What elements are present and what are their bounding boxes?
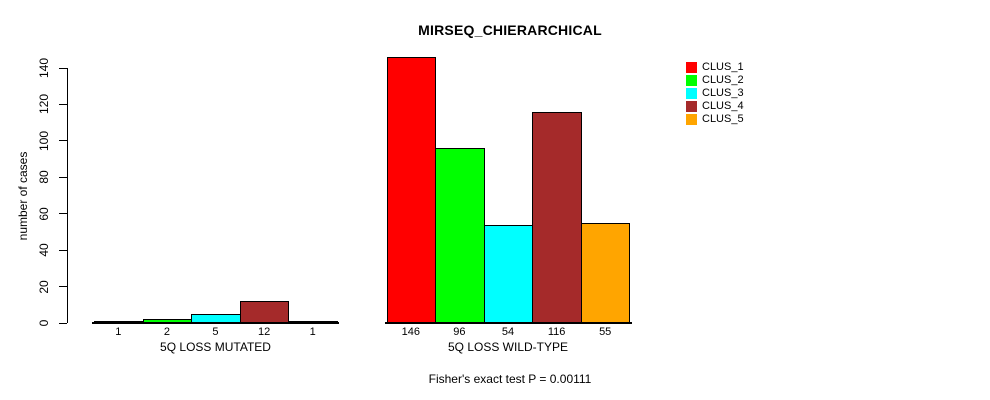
bar-clus-4 [532, 111, 582, 323]
y-tick [59, 249, 67, 251]
legend-swatch-icon [686, 88, 697, 99]
legend-item: CLUS_4 [686, 101, 744, 112]
y-tick-label: 20 [37, 279, 51, 294]
fisher-test-caption: Fisher's exact test P = 0.00111 [428, 372, 592, 386]
group-label: 5Q LOSS MUTATED [160, 340, 271, 354]
y-axis-line [67, 68, 68, 323]
bar-value-label: 1 [115, 326, 122, 338]
legend: CLUS_1 CLUS_2 CLUS_3 CLUS_4 CLUS_5 [686, 62, 744, 125]
y-tick [59, 286, 67, 288]
bar-value-label: 116 [547, 326, 566, 338]
bar-value-label: 55 [599, 326, 612, 338]
bar-clus-2 [142, 319, 193, 323]
bar-clus-4 [239, 301, 290, 323]
y-tick-label: 120 [37, 94, 51, 115]
legend-swatch-icon [686, 62, 697, 73]
bar-value-label: 5 [212, 326, 219, 338]
bar-value-label: 96 [453, 326, 466, 338]
legend-label: CLUS_1 [702, 61, 744, 73]
group-label: 5Q LOSS WILD-TYPE [447, 340, 569, 354]
y-tick [59, 103, 67, 105]
legend-swatch-icon [686, 114, 697, 125]
legend-item: CLUS_1 [686, 62, 744, 73]
bar-clus-3 [483, 224, 534, 323]
bar-value-label: 54 [501, 326, 515, 338]
bar-clus-1 [94, 321, 144, 323]
bar-value-label: 12 [257, 326, 271, 338]
y-tick [59, 213, 67, 215]
legend-label: CLUS_4 [702, 100, 744, 112]
bar-value-label: 146 [401, 326, 420, 338]
legend-item: CLUS_5 [686, 114, 744, 125]
y-tick [59, 176, 67, 178]
bar-clus-5 [580, 222, 631, 323]
bar-clus-2 [435, 148, 485, 323]
y-tick [59, 67, 67, 69]
y-axis-label: number of cases [16, 151, 30, 241]
y-tick-label: 60 [37, 207, 51, 221]
legend-swatch-icon [686, 75, 697, 86]
y-tick-label: 140 [37, 57, 51, 79]
legend-label: CLUS_2 [702, 74, 744, 86]
legend-item: CLUS_2 [686, 75, 744, 86]
bar-clus-3 [191, 313, 241, 323]
chart-title: MIRSEQ_CHIERARCHICAL [418, 22, 602, 38]
legend-item: CLUS_3 [686, 88, 744, 99]
legend-swatch-icon [686, 101, 697, 112]
y-tick-label: 80 [37, 170, 51, 184]
y-tick [59, 140, 67, 142]
legend-label: CLUS_5 [702, 113, 744, 125]
y-tick-label: 100 [37, 130, 51, 151]
y-tick-label: 0 [37, 319, 51, 327]
bar-clus-5 [288, 321, 338, 323]
bar-value-label: 2 [163, 326, 170, 338]
legend-label: CLUS_3 [702, 87, 744, 99]
bar-clus-1 [386, 57, 437, 323]
y-tick [59, 322, 67, 324]
y-tick-label: 40 [37, 243, 51, 257]
bar-value-label: 1 [309, 326, 316, 338]
